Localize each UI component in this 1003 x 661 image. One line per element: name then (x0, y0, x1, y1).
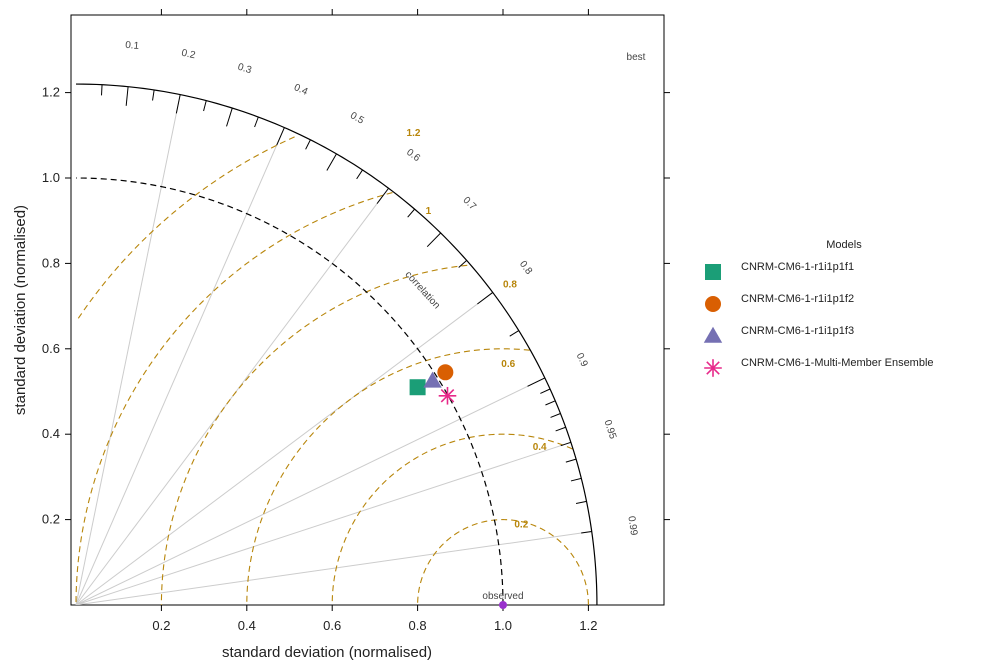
correlation-line (75, 531, 592, 605)
legend-marker (705, 296, 721, 312)
rms-contour-label: 0.8 (503, 279, 517, 290)
y-tick-label: 0.2 (42, 512, 60, 527)
correlation-tick (570, 477, 582, 482)
correlation-line (75, 94, 181, 605)
correlation-tick (458, 260, 468, 268)
legend-marker (703, 326, 723, 343)
outer-arc (75, 83, 598, 605)
correlation-tick (101, 84, 103, 96)
rms-contour-label: 0.2 (514, 520, 528, 531)
correlation-line (75, 127, 285, 605)
correlation-line (75, 441, 572, 605)
rms-contour-label: 0.4 (533, 442, 547, 453)
legend-marker (704, 359, 722, 377)
correlation-tick (581, 531, 592, 534)
y-tick-label: 0.6 (42, 341, 60, 356)
correlation-tick (276, 127, 285, 146)
legend-label: CNRM-CM6-1-r1i1p1f3 (741, 325, 854, 337)
correlation-tick (540, 388, 551, 394)
rms-contour (160, 264, 468, 605)
legend-label: CNRM-CM6-1-Multi-Member Ensemble (741, 357, 934, 369)
x-tick-label: 0.8 (409, 618, 427, 633)
correlation-label: 0.1 (125, 40, 140, 52)
data-point (409, 379, 426, 396)
grid-layer (75, 83, 598, 605)
correlation-line (75, 377, 546, 605)
data-point (437, 364, 454, 381)
best-label: best (627, 52, 646, 63)
points-layer (409, 364, 507, 609)
x-tick-label: 0.6 (323, 618, 341, 633)
correlation-tick (356, 169, 363, 180)
correlation-tick (565, 458, 577, 463)
correlation-tick (254, 116, 259, 128)
rms-contour (331, 433, 573, 605)
x-tick-label: 1.2 (579, 618, 597, 633)
legend: Models CNRM-CM6-1-r1i1p1f1 CNRM-CM6-1-r1i… (703, 239, 934, 377)
legend-marker (705, 264, 721, 280)
axis-ticks (65, 9, 670, 611)
correlation-tick (527, 377, 546, 387)
legend-label: CNRM-CM6-1-r1i1p1f1 (741, 261, 854, 273)
correlation-tick (509, 330, 520, 337)
y-tick-label: 0.4 (42, 426, 60, 441)
rms-contour-label: 1.2 (407, 128, 421, 139)
correlation-label: 0.3 (236, 62, 253, 77)
y-axis-title: standard deviation (normalised) (12, 205, 29, 415)
y-tick-label: 1.2 (42, 85, 60, 100)
asterisk-stroke (440, 388, 455, 403)
x-tick-label: 0.2 (152, 618, 170, 633)
rms-contour-label: 0.6 (501, 359, 515, 370)
correlation-label: 0.4 (292, 82, 310, 98)
correlation-tick (560, 441, 572, 447)
correlation-tick (550, 413, 561, 418)
y-tick-label: 0.8 (42, 255, 60, 270)
correlation-tick (407, 208, 415, 218)
correlation-tick (152, 89, 155, 101)
correlation-tick (175, 94, 181, 114)
correlation-label: 0.99 (625, 515, 639, 536)
rms-contour (75, 192, 393, 605)
correlation-tick (426, 232, 442, 248)
rms-contour (246, 348, 530, 605)
correlation-line (75, 187, 389, 605)
plot-frame (70, 14, 665, 606)
correlation-tick (305, 139, 311, 150)
observed-label: observed (482, 591, 523, 602)
x-axis-title: standard deviation (normalised) (222, 644, 432, 661)
correlation-tick (575, 500, 587, 504)
x-tick-label: 1.0 (494, 618, 512, 633)
observed-point (499, 601, 507, 609)
data-point (438, 386, 457, 405)
data-point (423, 371, 442, 388)
correlation-tick (545, 400, 556, 406)
correlation-tick (203, 100, 207, 112)
correlation-tick (555, 426, 566, 432)
correlation-tick (226, 107, 233, 127)
rms-contour (417, 519, 589, 605)
asterisk-stroke (706, 361, 720, 375)
correlation-tick (125, 86, 129, 106)
correlation-label: 0.2 (180, 48, 196, 62)
y-tick-label: 1.0 (42, 170, 60, 185)
legend-title: Models (826, 239, 862, 251)
correlation-tick (477, 292, 494, 305)
legend-label: CNRM-CM6-1-r1i1p1f2 (741, 293, 854, 305)
rms-contour-label: 1 (426, 206, 432, 217)
correlation-tick (376, 187, 389, 204)
correlation-tick (326, 153, 337, 171)
reference-arc (75, 177, 504, 605)
x-tick-label: 0.4 (238, 618, 256, 633)
correlation-line (75, 292, 494, 605)
rms-contour (77, 136, 295, 319)
